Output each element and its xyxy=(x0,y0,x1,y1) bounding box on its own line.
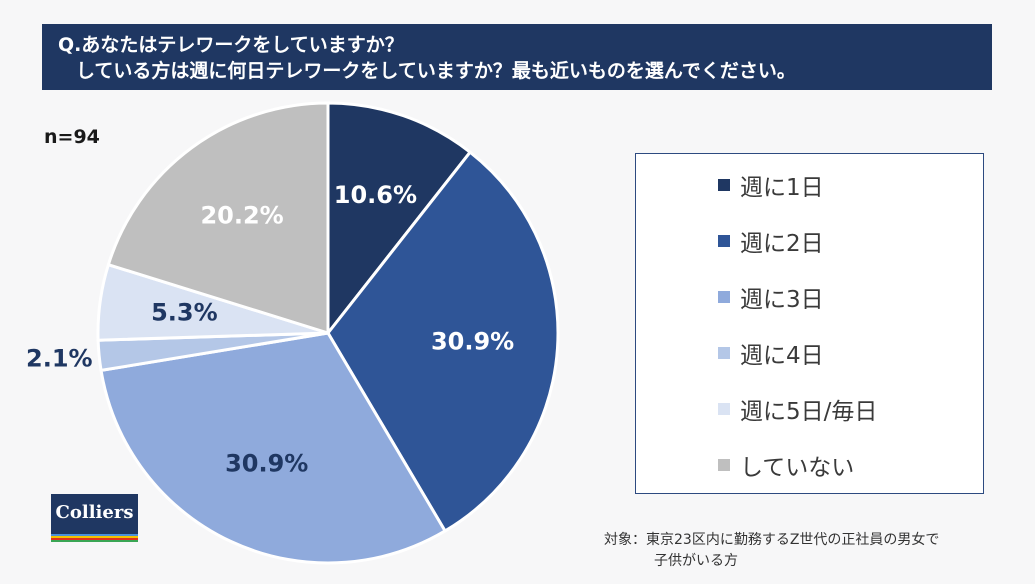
legend-swatch-5 xyxy=(718,403,730,415)
survey-target-line-2: 子供がいる方 xyxy=(654,553,738,569)
legend-swatch-6 xyxy=(718,459,730,471)
pie-slices xyxy=(96,101,560,565)
legend-item-4: 週に4日 xyxy=(718,338,824,369)
survey-target-note: 対象：東京23区内に勤務するZ世代の正社員の男女で 子供がいる方 xyxy=(604,530,939,572)
legend-item-5: 週に5日/毎日 xyxy=(718,394,878,425)
legend-item-6: していない xyxy=(718,450,855,481)
slice-label-6: 20.2% xyxy=(200,201,283,229)
legend-label-1: 週に1日 xyxy=(740,175,824,201)
survey-target-line-1: 対象：東京23区内に勤務するZ世代の正社員の男女で xyxy=(604,532,940,548)
chart-legend: 週に1日 週に2日 週に3日 週に4日 週に5日/毎日 していない xyxy=(635,153,984,494)
slice-label-3: 30.9% xyxy=(225,449,308,477)
chart-title-line-2: している方は週に何日テレワークをしていますか？最も近いものを選んでください。 xyxy=(76,60,796,82)
sample-size-label: n=94 xyxy=(44,126,100,148)
logo-text: Colliers xyxy=(55,502,134,523)
colliers-logo: Colliers xyxy=(51,494,138,542)
pie-slice-6 xyxy=(106,101,330,335)
legend-label-5: 週に5日/毎日 xyxy=(740,399,878,425)
legend-swatch-4 xyxy=(718,347,730,359)
chart-title-line-1: Q.あなたはテレワークをしていますか？ xyxy=(58,34,404,56)
pie-data-labels: 10.6% 30.9% 30.9% 2.1% 5.3% 20.2% xyxy=(26,181,514,477)
legend-label-4: 週に4日 xyxy=(740,343,824,369)
slice-label-4: 2.1% xyxy=(26,344,93,372)
legend-item-1: 週に1日 xyxy=(718,170,824,201)
legend-label-2: 週に2日 xyxy=(740,231,824,257)
legend-item-2: 週に2日 xyxy=(718,226,824,257)
legend-item-3: 週に3日 xyxy=(718,282,824,313)
slice-label-5: 5.3% xyxy=(151,299,218,327)
slice-label-1: 10.6% xyxy=(334,181,417,209)
pie-slice-1 xyxy=(326,101,472,335)
legend-swatch-3 xyxy=(718,291,730,303)
pie-slice-2 xyxy=(326,150,560,533)
chart-title-bar: Q.あなたはテレワークをしていますか？ している方は週に何日テレワークをしていま… xyxy=(42,24,992,90)
legend-swatch-2 xyxy=(718,235,730,247)
legend-label-6: していない xyxy=(740,455,855,481)
legend-label-3: 週に3日 xyxy=(740,287,824,313)
pie-slice-3 xyxy=(99,331,447,565)
logo-stripes xyxy=(51,534,138,542)
legend-swatch-1 xyxy=(718,179,730,191)
slice-label-2: 30.9% xyxy=(431,328,514,356)
